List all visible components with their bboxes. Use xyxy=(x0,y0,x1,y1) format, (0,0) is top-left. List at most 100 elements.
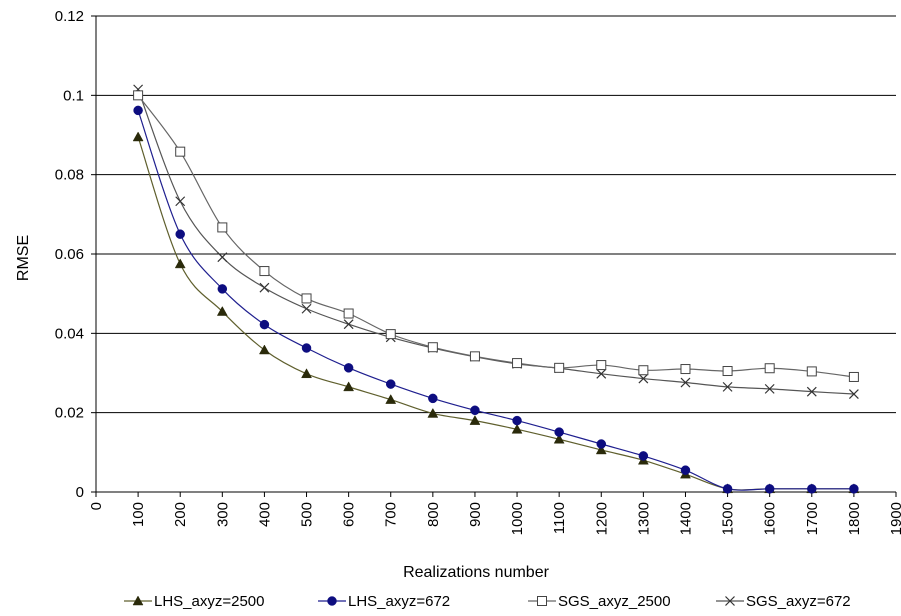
data-point xyxy=(385,329,396,340)
x-tick-label: 1700 xyxy=(804,502,821,535)
data-point xyxy=(216,306,228,316)
legend-label: LHS_axyz=2500 xyxy=(154,593,265,610)
data-point xyxy=(554,427,564,437)
data-point xyxy=(175,146,186,157)
x-tick-label: 1100 xyxy=(551,502,568,534)
data-point xyxy=(512,415,522,426)
data-point xyxy=(596,368,607,379)
data-point xyxy=(133,105,143,116)
y-tick-label: 0.06 xyxy=(55,246,84,263)
data-point xyxy=(343,363,354,373)
data-point xyxy=(133,90,144,101)
x-axis-title: Realizations number xyxy=(403,564,550,581)
data-point xyxy=(469,415,481,425)
data-point xyxy=(722,484,733,494)
legend-label: SGS_axyz_2500 xyxy=(558,593,671,610)
y-tick-label: 0.08 xyxy=(55,167,84,184)
series-LHS_axyz=2500 xyxy=(132,131,860,494)
data-point xyxy=(596,360,607,371)
data-point xyxy=(385,379,396,389)
data-point xyxy=(638,373,649,384)
data-point xyxy=(848,389,859,399)
data-point xyxy=(343,308,354,319)
legend-item: LHS_axyz=2500 xyxy=(124,593,265,610)
y-tick-labels: 0 0.02 0.04 0.06 0.08 0.1 0.12 xyxy=(55,8,84,501)
x-tick-label: 500 xyxy=(299,502,316,527)
x-tick-label: 0 xyxy=(88,502,105,510)
legend-marker xyxy=(725,596,735,606)
legend-marker xyxy=(132,595,144,606)
x-tick-label: 1200 xyxy=(593,502,610,535)
data-point xyxy=(595,444,607,455)
legend-marker xyxy=(327,596,337,606)
x-tick-label: 1600 xyxy=(762,502,779,535)
legend: LHS_axyz=2500 LHS_axyz=672 SGS_axyz_2500 SG… xyxy=(124,593,851,610)
data-point xyxy=(301,368,312,379)
x-tick-labels: 0 100 200 300 400 500 600 700 800 900 1000 1100 1200… xyxy=(88,502,901,535)
data-point xyxy=(259,319,270,330)
axes xyxy=(91,15,897,497)
data-point xyxy=(132,131,144,142)
legend-item: LHS_axyz=672 xyxy=(318,593,450,610)
data-point xyxy=(764,363,775,374)
data-point xyxy=(175,229,185,239)
data-point xyxy=(301,293,312,304)
x-tick-label: 200 xyxy=(172,502,189,527)
y-tick-label: 0 xyxy=(76,484,84,501)
data-point xyxy=(554,362,565,373)
data-point xyxy=(680,364,691,375)
x-tick-label: 100 xyxy=(130,502,147,527)
x-tick-label: 800 xyxy=(425,502,442,527)
data-point xyxy=(217,284,228,294)
series-line xyxy=(137,89,854,395)
x-tick-label: 600 xyxy=(341,502,358,527)
data-point xyxy=(596,439,607,449)
x-tick-label: 900 xyxy=(467,502,484,527)
x-tick-label: 700 xyxy=(383,502,400,527)
data-point xyxy=(343,319,354,330)
data-point xyxy=(807,484,817,494)
x-tick-label: 1400 xyxy=(677,502,694,535)
legend-label: LHS_axyz=672 xyxy=(348,593,450,610)
series-SGS_axyz=672 xyxy=(133,84,859,399)
gridlines xyxy=(96,15,896,414)
data-point xyxy=(680,377,691,388)
legend-marker xyxy=(537,596,547,606)
data-point xyxy=(806,366,817,377)
data-point xyxy=(722,381,733,392)
series-SGS_axyz_2500 xyxy=(133,90,859,382)
y-tick-label: 0.04 xyxy=(55,325,84,342)
data-point xyxy=(343,381,355,392)
data-point xyxy=(806,386,817,397)
x-tick-label: 400 xyxy=(256,502,273,527)
data-point xyxy=(512,358,523,369)
data-point xyxy=(427,407,439,418)
series-lines xyxy=(132,84,860,494)
legend-item: SGS_axyz=672 xyxy=(716,593,851,610)
x-tick-label: 1900 xyxy=(888,502,901,535)
data-point xyxy=(470,405,480,416)
data-point xyxy=(428,393,438,404)
data-point xyxy=(217,252,228,263)
x-tick-label: 1000 xyxy=(509,502,526,535)
x-tick-label: 1800 xyxy=(846,502,863,535)
data-point xyxy=(427,342,438,353)
data-point xyxy=(469,351,480,362)
data-point xyxy=(217,222,228,233)
data-point xyxy=(680,465,691,475)
data-point xyxy=(553,433,565,444)
data-point xyxy=(259,266,270,277)
data-point xyxy=(385,394,397,404)
data-point xyxy=(175,196,186,207)
y-tick-label: 0.12 xyxy=(55,8,84,25)
data-point xyxy=(301,303,312,314)
y-axis-title: RMSE xyxy=(15,235,32,281)
legend-label: SGS_axyz=672 xyxy=(746,593,851,610)
x-tick-label: 1500 xyxy=(720,502,737,535)
y-tick-label: 0.02 xyxy=(55,405,84,422)
data-point xyxy=(764,484,775,494)
data-point xyxy=(638,451,649,461)
x-tick-label: 1300 xyxy=(635,502,652,535)
data-point xyxy=(849,484,859,494)
series-LHS_axyz=672 xyxy=(133,105,859,494)
